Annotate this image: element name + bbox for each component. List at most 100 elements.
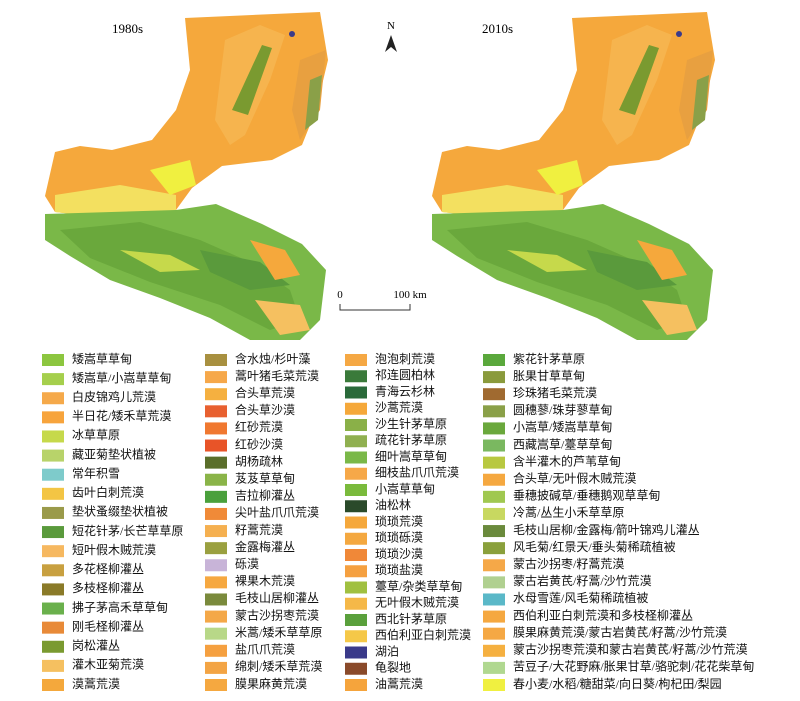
legend-label: 籽蒿荒漠 xyxy=(235,523,283,537)
legend-label: 岗松灌丛 xyxy=(72,639,120,653)
map-2010s xyxy=(432,12,715,340)
legend-swatch xyxy=(42,640,64,653)
legend-swatch xyxy=(205,354,227,366)
legend-swatch xyxy=(205,542,227,555)
legend-swatch xyxy=(205,525,227,538)
legend-label: 白皮锦鸡儿荒漠 xyxy=(72,389,156,404)
legend-swatch xyxy=(345,662,367,675)
legend-label: 砾漠 xyxy=(235,557,259,571)
legend-label: 西北针茅草原 xyxy=(375,611,447,626)
legend-label: 祁连圆柏林 xyxy=(375,367,435,382)
scale-start: 0 xyxy=(337,289,343,301)
legend-label: 垂穗披碱草/垂穗鹅观草草甸 xyxy=(513,489,660,503)
legend-swatch xyxy=(345,402,367,415)
legend-label: 矮嵩草/小嵩草草甸 xyxy=(72,371,171,385)
legend-label: 刚毛柽柳灌丛 xyxy=(72,619,144,633)
legend-swatch xyxy=(483,525,505,538)
legend-label: 裸果木荒漠 xyxy=(235,573,295,588)
legend-label: 蒙古沙拐枣荒漠 xyxy=(235,607,319,622)
legend-label: 膜果麻黄荒漠/蒙古岩黄芪/籽蒿/沙竹荒漠 xyxy=(513,624,727,639)
legend-swatch xyxy=(345,370,367,383)
legend-swatch xyxy=(205,679,227,691)
legend-label: 小嵩草草甸 xyxy=(375,482,435,496)
legend-swatch xyxy=(345,500,367,513)
legend-swatch xyxy=(42,583,64,596)
legend-swatch xyxy=(42,449,64,462)
legend-label: 琐琐砾漠 xyxy=(375,530,423,545)
legend-swatch xyxy=(205,456,227,469)
legend-swatch xyxy=(345,435,367,448)
legend-label: 含水烛/杉叶藻 xyxy=(235,351,310,366)
legend: 矮嵩草草甸矮嵩草/小嵩草草甸白皮锦鸡儿荒漠半日花/矮禾草荒漠冰草草原藏亚菊垫状植… xyxy=(42,351,754,691)
legend-label: 齿叶白刺荒漠 xyxy=(72,485,144,500)
legend-label: 油蒿荒漠 xyxy=(375,677,423,691)
legend-label: 龟裂地 xyxy=(375,661,411,675)
legend-swatch xyxy=(483,559,505,572)
legend-label: 合头草沙漠 xyxy=(235,402,295,417)
legend-label: 无叶假木贼荒漠 xyxy=(375,595,459,610)
legend-label: 青海云杉林 xyxy=(375,383,435,398)
legend-swatch xyxy=(42,659,64,672)
legend-swatch xyxy=(345,467,367,480)
legend-label: 沙蒿荒漠 xyxy=(375,401,423,415)
scale-bar xyxy=(339,304,411,311)
legend-swatch xyxy=(345,386,367,399)
legend-swatch xyxy=(205,644,227,657)
legend-label: 水母雪莲/风毛菊稀疏植被 xyxy=(513,590,648,605)
legend-label: 合头草/无叶假木贼荒漠 xyxy=(513,470,636,485)
legend-swatch xyxy=(483,610,505,623)
legend-label: 多花柽柳灌丛 xyxy=(72,561,144,576)
legend-label: 冷蒿/丛生小禾草草原 xyxy=(513,506,624,520)
legend-swatch xyxy=(205,439,227,452)
map-1980s xyxy=(45,12,328,340)
legend-label: 紫花针茅草原 xyxy=(513,351,585,366)
legend-swatch xyxy=(205,593,227,606)
legend-label: 金露梅灌丛 xyxy=(235,539,295,554)
legend-swatch xyxy=(483,507,505,520)
legend-label: 蒿叶猪毛菜荒漠 xyxy=(235,369,319,383)
legend-swatch xyxy=(205,610,227,623)
legend-label: 毛枝山居柳灌丛 xyxy=(235,590,319,605)
legend-label: 绵刺/矮禾草荒漠 xyxy=(235,660,322,674)
legend-swatch xyxy=(42,526,64,539)
legend-label: 蒙古岩黄芪/籽蒿/沙竹荒漠 xyxy=(513,573,652,588)
legend-label: 疏花针茅草原 xyxy=(375,432,447,447)
legend-swatch xyxy=(42,621,64,634)
legend-swatch xyxy=(483,371,505,384)
legend-label: 沙生针茅草原 xyxy=(375,416,447,431)
legend-label: 西藏嵩草/薹草草甸 xyxy=(513,436,612,451)
legend-label: 西伯利亚白刺荒漠和多枝柽柳灌丛 xyxy=(513,607,693,622)
legend-swatch xyxy=(42,468,64,481)
legend-swatch xyxy=(42,679,64,691)
legend-swatch xyxy=(483,473,505,486)
legend-label: 拂子茅高禾草草甸 xyxy=(72,599,168,614)
legend-swatch xyxy=(42,411,64,424)
legend-swatch xyxy=(205,371,227,384)
legend-swatch xyxy=(483,388,505,401)
legend-swatch xyxy=(42,430,64,443)
legend-swatch xyxy=(483,439,505,452)
legend-label: 油松林 xyxy=(375,498,411,512)
legend-label: 圆穗蓼/珠芽蓼草甸 xyxy=(513,403,612,417)
legend-swatch xyxy=(42,354,64,366)
legend-swatch xyxy=(483,456,505,469)
legend-swatch xyxy=(42,602,64,615)
legend-swatch xyxy=(42,373,64,386)
legend-swatch xyxy=(483,542,505,555)
legend-swatch xyxy=(345,354,367,366)
legend-label: 垫状蚤缀垫状植被 xyxy=(72,504,168,519)
legend-label: 常年积雪 xyxy=(72,466,120,480)
legend-label: 冰草草原 xyxy=(72,428,120,442)
legend-swatch xyxy=(483,405,505,418)
map-label: 1980s xyxy=(112,21,143,36)
legend-swatch xyxy=(345,614,367,626)
legend-swatch xyxy=(205,388,227,401)
legend-label: 琐琐盐漠 xyxy=(375,562,423,577)
legend-label: 半日花/矮禾草荒漠 xyxy=(72,408,171,423)
legend-swatch xyxy=(205,559,227,572)
legend-swatch xyxy=(205,405,227,418)
legend-label: 小嵩草/矮嵩草草甸 xyxy=(513,420,612,434)
legend-label: 尖叶盐爪爪荒漠 xyxy=(235,506,319,520)
legend-swatch xyxy=(205,490,227,503)
legend-swatch xyxy=(205,507,227,520)
